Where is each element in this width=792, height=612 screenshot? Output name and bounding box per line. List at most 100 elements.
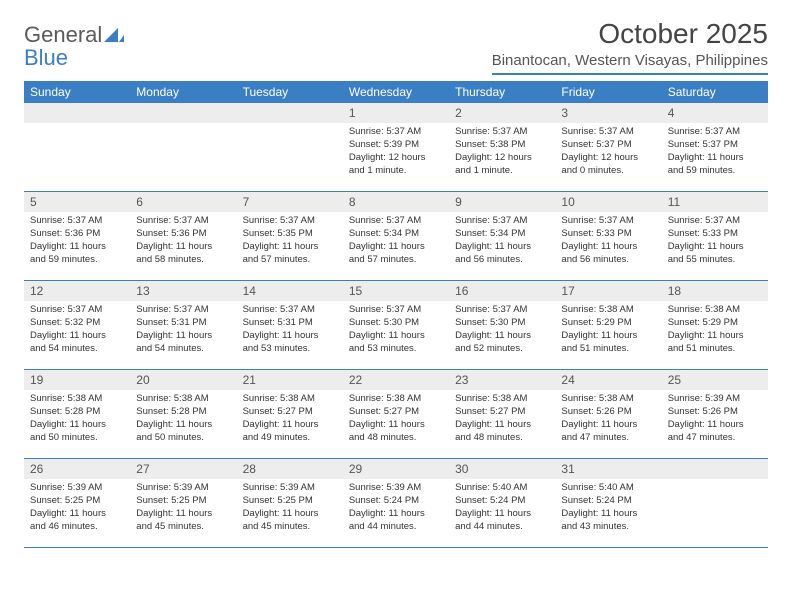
day-number: 7 <box>237 192 343 212</box>
day-cell <box>24 103 130 191</box>
day-content: Sunrise: 5:37 AMSunset: 5:34 PMDaylight:… <box>449 212 555 272</box>
day-number: 26 <box>24 459 130 479</box>
day-number <box>24 103 130 123</box>
title-block: October 2025 Binantocan, Western Visayas… <box>492 18 768 75</box>
day-number: 11 <box>662 192 768 212</box>
day-number: 28 <box>237 459 343 479</box>
day-line: Daylight: 11 hours and 59 minutes. <box>668 152 762 178</box>
day-cell: 14Sunrise: 5:37 AMSunset: 5:31 PMDayligh… <box>237 281 343 369</box>
day-cell: 18Sunrise: 5:38 AMSunset: 5:29 PMDayligh… <box>662 281 768 369</box>
day-line: Sunset: 5:25 PM <box>30 495 124 508</box>
day-content: Sunrise: 5:39 AMSunset: 5:25 PMDaylight:… <box>130 479 236 539</box>
day-number: 22 <box>343 370 449 390</box>
day-line: Sunrise: 5:38 AM <box>561 393 655 406</box>
day-line: Daylight: 11 hours and 48 minutes. <box>349 419 443 445</box>
day-cell: 8Sunrise: 5:37 AMSunset: 5:34 PMDaylight… <box>343 192 449 280</box>
day-line: Daylight: 11 hours and 59 minutes. <box>30 241 124 267</box>
day-number: 8 <box>343 192 449 212</box>
day-content: Sunrise: 5:37 AMSunset: 5:36 PMDaylight:… <box>130 212 236 272</box>
day-content: Sunrise: 5:40 AMSunset: 5:24 PMDaylight:… <box>555 479 661 539</box>
day-number: 1 <box>343 103 449 123</box>
day-line: Sunrise: 5:37 AM <box>349 126 443 139</box>
day-content: Sunrise: 5:40 AMSunset: 5:24 PMDaylight:… <box>449 479 555 539</box>
logo-word2: Blue <box>24 45 68 70</box>
day-content: Sunrise: 5:38 AMSunset: 5:28 PMDaylight:… <box>130 390 236 450</box>
day-line: Sunset: 5:27 PM <box>349 406 443 419</box>
weekday-header: Sunday <box>24 81 130 103</box>
day-line: Daylight: 11 hours and 52 minutes. <box>455 330 549 356</box>
day-number: 16 <box>449 281 555 301</box>
weekday-header: Thursday <box>449 81 555 103</box>
weekday-header: Monday <box>130 81 236 103</box>
day-line: Sunrise: 5:39 AM <box>243 482 337 495</box>
day-line: Sunrise: 5:37 AM <box>30 304 124 317</box>
weekday-header: Friday <box>555 81 661 103</box>
day-line: Daylight: 11 hours and 46 minutes. <box>30 508 124 534</box>
day-line: Sunset: 5:37 PM <box>668 139 762 152</box>
day-line: Sunrise: 5:38 AM <box>243 393 337 406</box>
day-line: Sunset: 5:24 PM <box>455 495 549 508</box>
day-cell: 10Sunrise: 5:37 AMSunset: 5:33 PMDayligh… <box>555 192 661 280</box>
day-line: Sunset: 5:25 PM <box>136 495 230 508</box>
day-line: Sunrise: 5:37 AM <box>455 304 549 317</box>
day-line: Daylight: 11 hours and 43 minutes. <box>561 508 655 534</box>
day-cell: 24Sunrise: 5:38 AMSunset: 5:26 PMDayligh… <box>555 370 661 458</box>
day-content: Sunrise: 5:38 AMSunset: 5:29 PMDaylight:… <box>662 301 768 361</box>
day-line: Sunset: 5:33 PM <box>561 228 655 241</box>
day-number: 29 <box>343 459 449 479</box>
day-cell: 9Sunrise: 5:37 AMSunset: 5:34 PMDaylight… <box>449 192 555 280</box>
day-cell: 15Sunrise: 5:37 AMSunset: 5:30 PMDayligh… <box>343 281 449 369</box>
day-number: 18 <box>662 281 768 301</box>
day-line: Sunrise: 5:37 AM <box>136 215 230 228</box>
day-line: Sunrise: 5:37 AM <box>561 126 655 139</box>
day-line: Sunrise: 5:38 AM <box>30 393 124 406</box>
day-cell <box>130 103 236 191</box>
day-line: Sunset: 5:34 PM <box>349 228 443 241</box>
calendar-page: General Blue October 2025 Binantocan, We… <box>0 0 792 566</box>
day-content: Sunrise: 5:37 AMSunset: 5:37 PMDaylight:… <box>555 123 661 183</box>
day-cell: 5Sunrise: 5:37 AMSunset: 5:36 PMDaylight… <box>24 192 130 280</box>
day-cell: 6Sunrise: 5:37 AMSunset: 5:36 PMDaylight… <box>130 192 236 280</box>
day-line: Daylight: 11 hours and 58 minutes. <box>136 241 230 267</box>
day-line: Sunset: 5:26 PM <box>668 406 762 419</box>
weeks-container: 1Sunrise: 5:37 AMSunset: 5:39 PMDaylight… <box>24 103 768 548</box>
day-cell: 28Sunrise: 5:39 AMSunset: 5:25 PMDayligh… <box>237 459 343 547</box>
day-content: Sunrise: 5:38 AMSunset: 5:27 PMDaylight:… <box>343 390 449 450</box>
day-content: Sunrise: 5:39 AMSunset: 5:26 PMDaylight:… <box>662 390 768 450</box>
day-content: Sunrise: 5:37 AMSunset: 5:30 PMDaylight:… <box>343 301 449 361</box>
day-content: Sunrise: 5:37 AMSunset: 5:36 PMDaylight:… <box>24 212 130 272</box>
day-cell: 4Sunrise: 5:37 AMSunset: 5:37 PMDaylight… <box>662 103 768 191</box>
logo-word1: General <box>24 22 102 47</box>
day-content: Sunrise: 5:37 AMSunset: 5:37 PMDaylight:… <box>662 123 768 183</box>
weekday-header: Tuesday <box>237 81 343 103</box>
day-line: Daylight: 11 hours and 57 minutes. <box>349 241 443 267</box>
day-line: Sunrise: 5:37 AM <box>349 304 443 317</box>
day-content: Sunrise: 5:37 AMSunset: 5:31 PMDaylight:… <box>237 301 343 361</box>
day-line: Daylight: 11 hours and 56 minutes. <box>561 241 655 267</box>
day-line: Sunset: 5:37 PM <box>561 139 655 152</box>
day-line: Daylight: 11 hours and 50 minutes. <box>30 419 124 445</box>
day-line: Sunrise: 5:38 AM <box>136 393 230 406</box>
day-number: 10 <box>555 192 661 212</box>
day-line: Sunset: 5:31 PM <box>243 317 337 330</box>
day-line: Daylight: 11 hours and 51 minutes. <box>668 330 762 356</box>
day-number <box>662 459 768 479</box>
day-line: Sunrise: 5:40 AM <box>561 482 655 495</box>
day-content: Sunrise: 5:37 AMSunset: 5:39 PMDaylight:… <box>343 123 449 183</box>
day-cell: 27Sunrise: 5:39 AMSunset: 5:25 PMDayligh… <box>130 459 236 547</box>
day-content: Sunrise: 5:38 AMSunset: 5:29 PMDaylight:… <box>555 301 661 361</box>
day-number: 5 <box>24 192 130 212</box>
day-number: 2 <box>449 103 555 123</box>
header: General Blue October 2025 Binantocan, We… <box>24 18 768 75</box>
day-cell: 20Sunrise: 5:38 AMSunset: 5:28 PMDayligh… <box>130 370 236 458</box>
day-content: Sunrise: 5:39 AMSunset: 5:25 PMDaylight:… <box>24 479 130 539</box>
day-line: Daylight: 11 hours and 56 minutes. <box>455 241 549 267</box>
day-line: Daylight: 11 hours and 53 minutes. <box>243 330 337 356</box>
day-line: Daylight: 11 hours and 45 minutes. <box>243 508 337 534</box>
week-row: 5Sunrise: 5:37 AMSunset: 5:36 PMDaylight… <box>24 192 768 281</box>
day-cell: 17Sunrise: 5:38 AMSunset: 5:29 PMDayligh… <box>555 281 661 369</box>
day-content: Sunrise: 5:38 AMSunset: 5:26 PMDaylight:… <box>555 390 661 450</box>
day-line: Sunset: 5:28 PM <box>136 406 230 419</box>
day-line: Sunrise: 5:38 AM <box>561 304 655 317</box>
day-line: Sunrise: 5:37 AM <box>243 304 337 317</box>
